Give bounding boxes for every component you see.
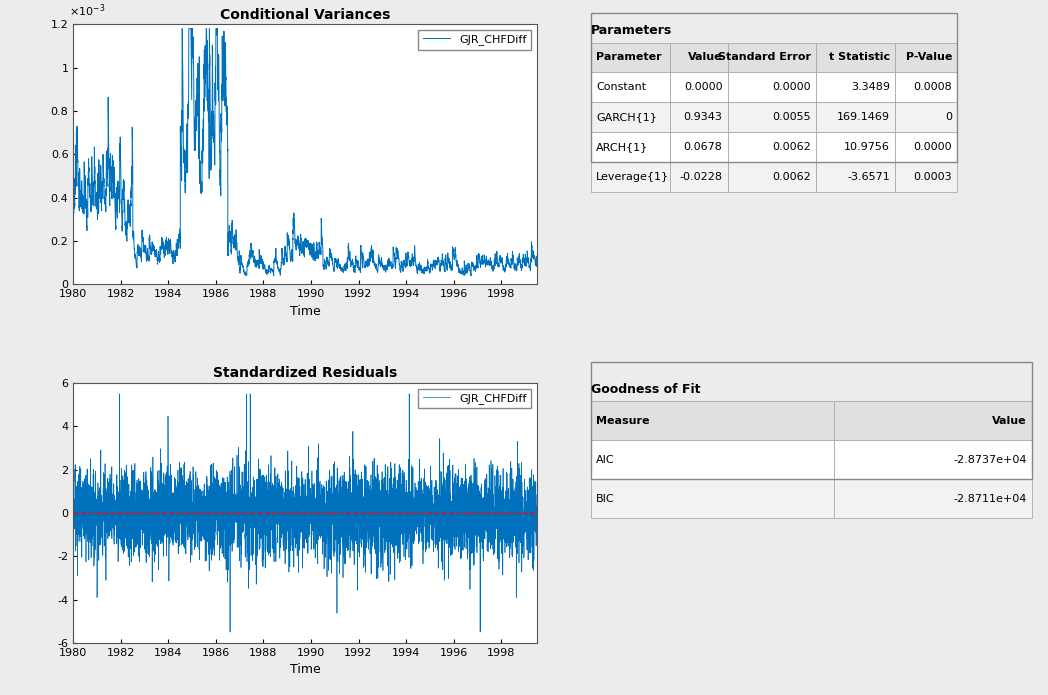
Bar	[671, 42, 727, 72]
X-axis label: Time: Time	[289, 304, 321, 318]
Bar	[591, 72, 671, 102]
Text: 0.0000: 0.0000	[914, 142, 952, 152]
Bar	[834, 440, 1032, 479]
Text: Value: Value	[992, 416, 1027, 425]
Title: Conditional Variances: Conditional Variances	[220, 8, 390, 22]
Bar	[591, 13, 957, 162]
Bar	[895, 162, 957, 192]
Bar	[895, 102, 957, 132]
X-axis label: Time: Time	[289, 663, 321, 676]
Text: Parameters: Parameters	[591, 24, 672, 38]
Text: Parameter: Parameter	[596, 52, 662, 63]
Text: P-Value: P-Value	[905, 52, 952, 63]
Legend: GJR_CHFDiff: GJR_CHFDiff	[418, 30, 531, 49]
Text: -0.0228: -0.0228	[679, 172, 722, 182]
Bar	[591, 362, 1032, 479]
Text: Standard Error: Standard Error	[718, 52, 811, 63]
Text: 0.0008: 0.0008	[913, 82, 952, 92]
Text: -3.6571: -3.6571	[848, 172, 890, 182]
Bar	[727, 162, 816, 192]
Text: Leverage{1}: Leverage{1}	[596, 172, 670, 182]
Bar	[671, 132, 727, 162]
Text: 0.9343: 0.9343	[683, 112, 722, 122]
Bar	[591, 132, 671, 162]
Bar	[895, 72, 957, 102]
Bar	[895, 42, 957, 72]
Text: 3.3489: 3.3489	[851, 82, 890, 92]
Text: AIC: AIC	[596, 455, 615, 465]
Text: Constant: Constant	[596, 82, 647, 92]
Legend: GJR_CHFDiff: GJR_CHFDiff	[418, 389, 531, 409]
Bar	[816, 72, 895, 102]
Text: Value: Value	[687, 52, 722, 63]
Bar	[834, 479, 1032, 518]
Bar	[671, 162, 727, 192]
Text: 0.0062: 0.0062	[772, 142, 811, 152]
Text: BIC: BIC	[596, 493, 615, 504]
Text: GARCH{1}: GARCH{1}	[596, 112, 657, 122]
Text: 0.0003: 0.0003	[914, 172, 952, 182]
Bar	[834, 401, 1032, 440]
Text: Goodness of Fit: Goodness of Fit	[591, 383, 700, 396]
Bar	[591, 479, 834, 518]
Text: t Statistic: t Statistic	[829, 52, 890, 63]
Bar	[895, 132, 957, 162]
Bar	[816, 162, 895, 192]
Text: $\times10^{-3}$: $\times10^{-3}$	[69, 3, 105, 19]
Bar	[816, 102, 895, 132]
Text: ARCH{1}: ARCH{1}	[596, 142, 649, 152]
Bar	[727, 132, 816, 162]
Bar	[727, 42, 816, 72]
Bar	[591, 42, 671, 72]
Bar	[816, 132, 895, 162]
Bar	[727, 72, 816, 102]
Text: 0.0055: 0.0055	[772, 112, 811, 122]
Bar	[671, 72, 727, 102]
Text: 0.0000: 0.0000	[772, 82, 811, 92]
Bar	[727, 102, 816, 132]
Text: 0.0000: 0.0000	[684, 82, 722, 92]
Title: Standardized Residuals: Standardized Residuals	[213, 366, 397, 380]
Text: 10.9756: 10.9756	[845, 142, 890, 152]
Text: -2.8737e+04: -2.8737e+04	[954, 455, 1027, 465]
Bar	[816, 42, 895, 72]
Bar	[591, 102, 671, 132]
Text: -2.8711e+04: -2.8711e+04	[954, 493, 1027, 504]
Bar	[591, 162, 671, 192]
Text: 0.0678: 0.0678	[683, 142, 722, 152]
Text: 169.1469: 169.1469	[837, 112, 890, 122]
Text: Measure: Measure	[596, 416, 650, 425]
Bar	[671, 102, 727, 132]
Text: 0: 0	[945, 112, 952, 122]
Text: 0.0062: 0.0062	[772, 172, 811, 182]
Bar	[591, 401, 834, 440]
Bar	[591, 440, 834, 479]
